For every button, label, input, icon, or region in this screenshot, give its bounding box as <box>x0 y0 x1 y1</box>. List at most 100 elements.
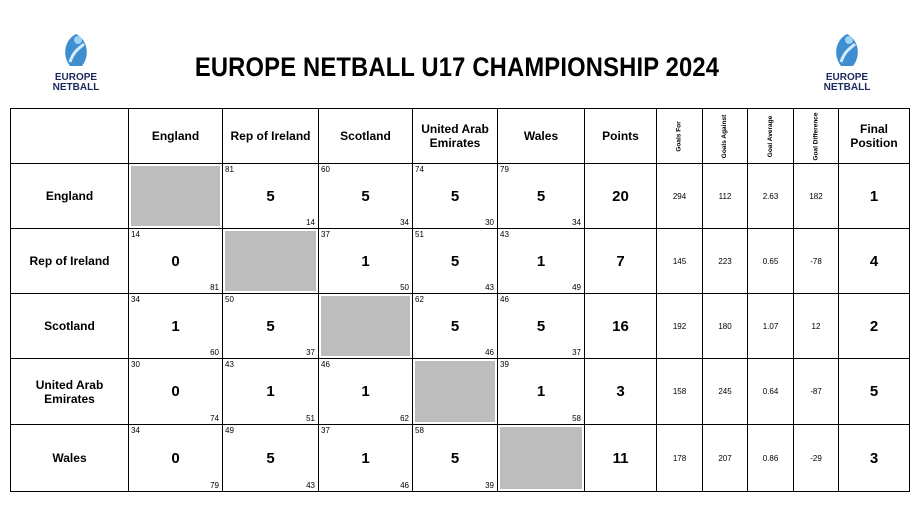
goals-against: 74 <box>210 414 219 423</box>
goals-against: 46 <box>400 481 409 490</box>
final-position: 1 <box>838 163 910 229</box>
goals-against: 62 <box>400 414 409 423</box>
match-points: 0 <box>171 449 180 467</box>
goals-for: 39 <box>500 360 509 369</box>
goals-for: 43 <box>225 360 234 369</box>
goal-difference: -78 <box>793 228 839 294</box>
final-position: 4 <box>838 228 910 294</box>
goals-against: 34 <box>400 218 409 227</box>
match-points: 5 <box>450 252 460 270</box>
goal-difference: -87 <box>793 358 839 425</box>
goals-for: 62 <box>415 295 424 304</box>
final-position: 2 <box>838 293 910 359</box>
match-points: 1 <box>361 449 370 467</box>
team-name: Wales <box>10 424 129 492</box>
result-cell: 50 5 37 <box>222 293 319 359</box>
match-points: 5 <box>450 449 460 467</box>
logo-icon <box>65 34 87 66</box>
column-header-text: Final Position <box>850 122 898 150</box>
self-match <box>415 361 495 422</box>
goals-against: 37 <box>572 348 581 357</box>
goals-against-total: 223 <box>702 228 748 294</box>
result-cell: 51 5 43 <box>412 228 498 294</box>
self-match <box>225 231 316 291</box>
goals-against: 46 <box>485 348 494 357</box>
column-header: Scotland <box>318 108 413 164</box>
goals-against: 79 <box>210 481 219 490</box>
goal-difference: 12 <box>793 293 839 359</box>
goals-for: 37 <box>321 426 330 435</box>
result-cell <box>412 358 498 425</box>
match-points: 0 <box>171 383 180 400</box>
column-header: Goal Difference <box>793 108 839 164</box>
goals-against: 34 <box>572 218 581 227</box>
column-header: Goal Average <box>747 108 794 164</box>
goals-for: 49 <box>225 426 234 435</box>
goal-difference: -29 <box>793 424 839 492</box>
points: 16 <box>584 293 657 359</box>
goals-against: 51 <box>306 414 315 423</box>
goal-average: 1.07 <box>747 293 794 359</box>
goals-against: 39 <box>485 481 494 490</box>
goals-for: 74 <box>415 165 424 174</box>
final-position: 5 <box>838 358 910 425</box>
result-cell: 46 5 37 <box>497 293 585 359</box>
self-match <box>500 427 582 489</box>
result-cell <box>318 293 413 359</box>
goals-against: 37 <box>306 348 315 357</box>
goals-for: 79 <box>500 165 509 174</box>
column-header: Rep of Ireland <box>222 108 319 164</box>
result-cell: 74 5 30 <box>412 163 498 229</box>
result-cell: 34 0 79 <box>128 424 223 492</box>
goals-against-total: 245 <box>702 358 748 425</box>
points: 3 <box>584 358 657 425</box>
goals-against-total: 207 <box>702 424 748 492</box>
goals-for: 34 <box>131 426 140 435</box>
column-header-text: Goal Average <box>767 115 774 157</box>
match-points: 5 <box>536 187 546 205</box>
result-cell: 37 1 50 <box>318 228 413 294</box>
match-points: 5 <box>266 317 275 335</box>
goals-for-total: 294 <box>656 163 703 229</box>
goals-against: 43 <box>306 481 315 490</box>
result-cell: 46 1 62 <box>318 358 413 425</box>
self-match <box>131 166 220 226</box>
match-points: 1 <box>536 383 546 400</box>
result-cell: 60 5 34 <box>318 163 413 229</box>
goals-for: 81 <box>225 165 234 174</box>
match-points: 1 <box>266 383 275 400</box>
goal-average: 0.64 <box>747 358 794 425</box>
goals-for: 51 <box>415 230 424 239</box>
column-header: Goals For <box>656 108 703 164</box>
goals-for: 60 <box>321 165 330 174</box>
column-header-text: Goals Against <box>721 114 729 158</box>
column-header-text: United Arab Emirates <box>421 122 489 150</box>
team-name: Rep of Ireland <box>10 228 129 294</box>
match-points: 5 <box>266 187 275 205</box>
goals-for-total: 158 <box>656 358 703 425</box>
match-points: 5 <box>361 187 370 205</box>
goals-against: 14 <box>306 218 315 227</box>
points: 20 <box>584 163 657 229</box>
team-name: United Arab Emirates <box>10 358 129 425</box>
result-cell: 43 1 49 <box>497 228 585 294</box>
match-points: 5 <box>450 187 460 205</box>
goal-average: 2.63 <box>747 163 794 229</box>
goals-against: 30 <box>485 218 494 227</box>
column-header: Goals Against <box>702 108 748 164</box>
result-cell: 30 0 74 <box>128 358 223 425</box>
match-points: 5 <box>266 449 275 467</box>
match-points: 1 <box>361 252 370 270</box>
goals-for-total: 178 <box>656 424 703 492</box>
team-name: England <box>10 163 129 229</box>
result-cell: 43 1 51 <box>222 358 319 425</box>
column-header-text: England <box>151 129 200 143</box>
goals-for: 14 <box>131 230 140 239</box>
goals-against: 50 <box>400 283 409 292</box>
goals-for: 46 <box>321 360 330 369</box>
match-points: 0 <box>171 252 180 270</box>
column-header: England <box>128 108 223 164</box>
goals-against: 49 <box>572 283 581 292</box>
self-match <box>321 296 410 356</box>
column-header-text: Points <box>602 129 639 143</box>
